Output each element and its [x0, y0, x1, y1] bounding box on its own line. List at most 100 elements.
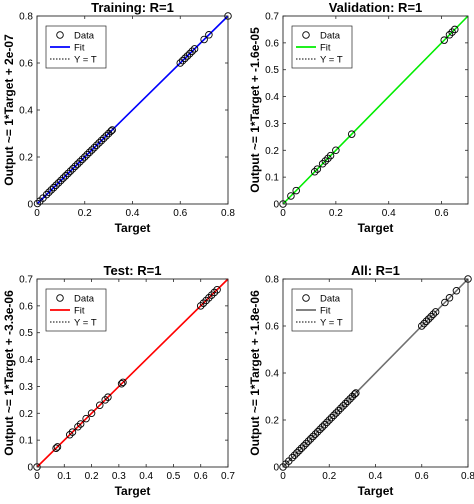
data-point: [307, 435, 315, 443]
data-point: [52, 444, 60, 452]
x-tick-label: 0: [280, 208, 286, 219]
y-tick-label: 0.8: [265, 275, 279, 286]
data-point: [97, 136, 106, 145]
data-point: [288, 453, 297, 462]
data-point: [95, 139, 103, 147]
x-tick-label: 0: [34, 208, 40, 219]
legend-data-marker: [302, 31, 310, 39]
fit-line: [36, 15, 229, 205]
data-point: [440, 36, 448, 44]
y-tick-label: 0.2: [265, 146, 279, 157]
data-point: [68, 428, 77, 436]
y-tick-label: 0.4: [19, 106, 33, 117]
x-tick-label: 0.7: [221, 471, 235, 482]
fit-line: [282, 15, 469, 205]
axes-frame: [36, 278, 229, 468]
data-point: [119, 378, 127, 387]
axes-frame: [282, 278, 469, 468]
plot-title: Validation: R=1: [329, 0, 423, 15]
data-point: [418, 322, 426, 330]
data-point: [199, 299, 208, 307]
data-point: [188, 47, 196, 56]
data-point: [100, 134, 108, 142]
data-point: [445, 294, 454, 302]
x-tick-label: 0.4: [382, 208, 396, 219]
x-tick-label: 0.2: [322, 471, 336, 482]
data-point: [61, 172, 70, 180]
legend-data-marker: [56, 294, 64, 302]
x-axis-label: Target: [358, 221, 394, 235]
data-point: [324, 154, 332, 163]
plot-title: Test: R=1: [104, 263, 162, 278]
data-point: [304, 437, 313, 445]
data-point: [57, 176, 65, 185]
data-point: [186, 49, 194, 58]
x-tick-label: 0.6: [194, 471, 208, 482]
x-tick-label: 0.4: [126, 208, 140, 219]
data-point: [424, 315, 433, 323]
data-point: [325, 416, 334, 424]
data-point: [200, 35, 208, 44]
legend-identity-label: Y = T: [74, 55, 97, 66]
legend-fit-label: Fit: [74, 43, 85, 54]
legend-fit-label: Fit: [320, 43, 331, 54]
x-tick-label: 0.1: [57, 471, 71, 482]
data-points: [279, 25, 459, 208]
y-tick-label: 0.6: [265, 38, 279, 49]
data-point: [64, 169, 72, 178]
data-point: [76, 420, 85, 428]
data-point: [87, 409, 96, 418]
x-tick-label: 0.6: [435, 208, 449, 219]
data-point: [445, 31, 454, 39]
data-point: [316, 425, 324, 434]
data-point: [297, 444, 306, 452]
data-point: [341, 399, 350, 408]
data-point: [107, 127, 115, 135]
data-point: [96, 401, 104, 409]
legend-data-marker: [302, 294, 310, 302]
y-tick-label: 0.3: [265, 119, 279, 130]
plot-panel-3: 0 0.1 0.2 0.3 0.4 0.5 0.6 0.7 0 0.1 0.2 0.3 0.4 0.5 0.…: [2, 263, 235, 498]
data-point: [83, 150, 91, 159]
fit-line: [282, 278, 469, 468]
data-point: [85, 148, 94, 157]
data-point: [65, 431, 74, 439]
legend-data-marker: [56, 31, 64, 39]
data-point: [92, 141, 101, 149]
data-point: [42, 190, 51, 199]
data-point: [326, 151, 335, 160]
x-tick-label: 0.8: [461, 471, 474, 482]
data-point: [66, 167, 75, 175]
x-tick-label: 0.4: [139, 471, 153, 482]
x-tick-label: 0.2: [85, 471, 99, 482]
data-point: [33, 199, 42, 208]
y-tick-label: 0.6: [19, 301, 33, 312]
plot-title: All: R=1: [351, 263, 400, 278]
data-point: [318, 423, 327, 431]
data-point: [47, 186, 56, 194]
data-point: [108, 126, 116, 134]
y-tick-label: 0.7: [265, 12, 279, 23]
data-point: [101, 396, 109, 404]
data-point: [347, 130, 356, 138]
axes-frame: [282, 15, 469, 205]
data-point: [310, 168, 319, 176]
y-tick-label: 0.4: [265, 369, 279, 380]
legend-identity-label: Y = T: [74, 318, 97, 329]
y-axis-label: Output ~= 1*Target + -1.8e-06: [248, 290, 262, 456]
data-point: [300, 442, 308, 450]
data-point: [183, 52, 192, 60]
data-point: [352, 389, 360, 397]
data-point: [59, 174, 68, 182]
x-tick-label: 0.8: [221, 208, 235, 219]
data-point: [337, 404, 345, 413]
data-point: [52, 181, 60, 189]
data-point: [427, 312, 435, 321]
data-point: [452, 287, 461, 295]
data-point: [334, 406, 343, 415]
plot-title: Training: R=1: [91, 0, 174, 15]
y-tick-label: 0.2: [265, 416, 279, 427]
data-point: [441, 298, 449, 307]
